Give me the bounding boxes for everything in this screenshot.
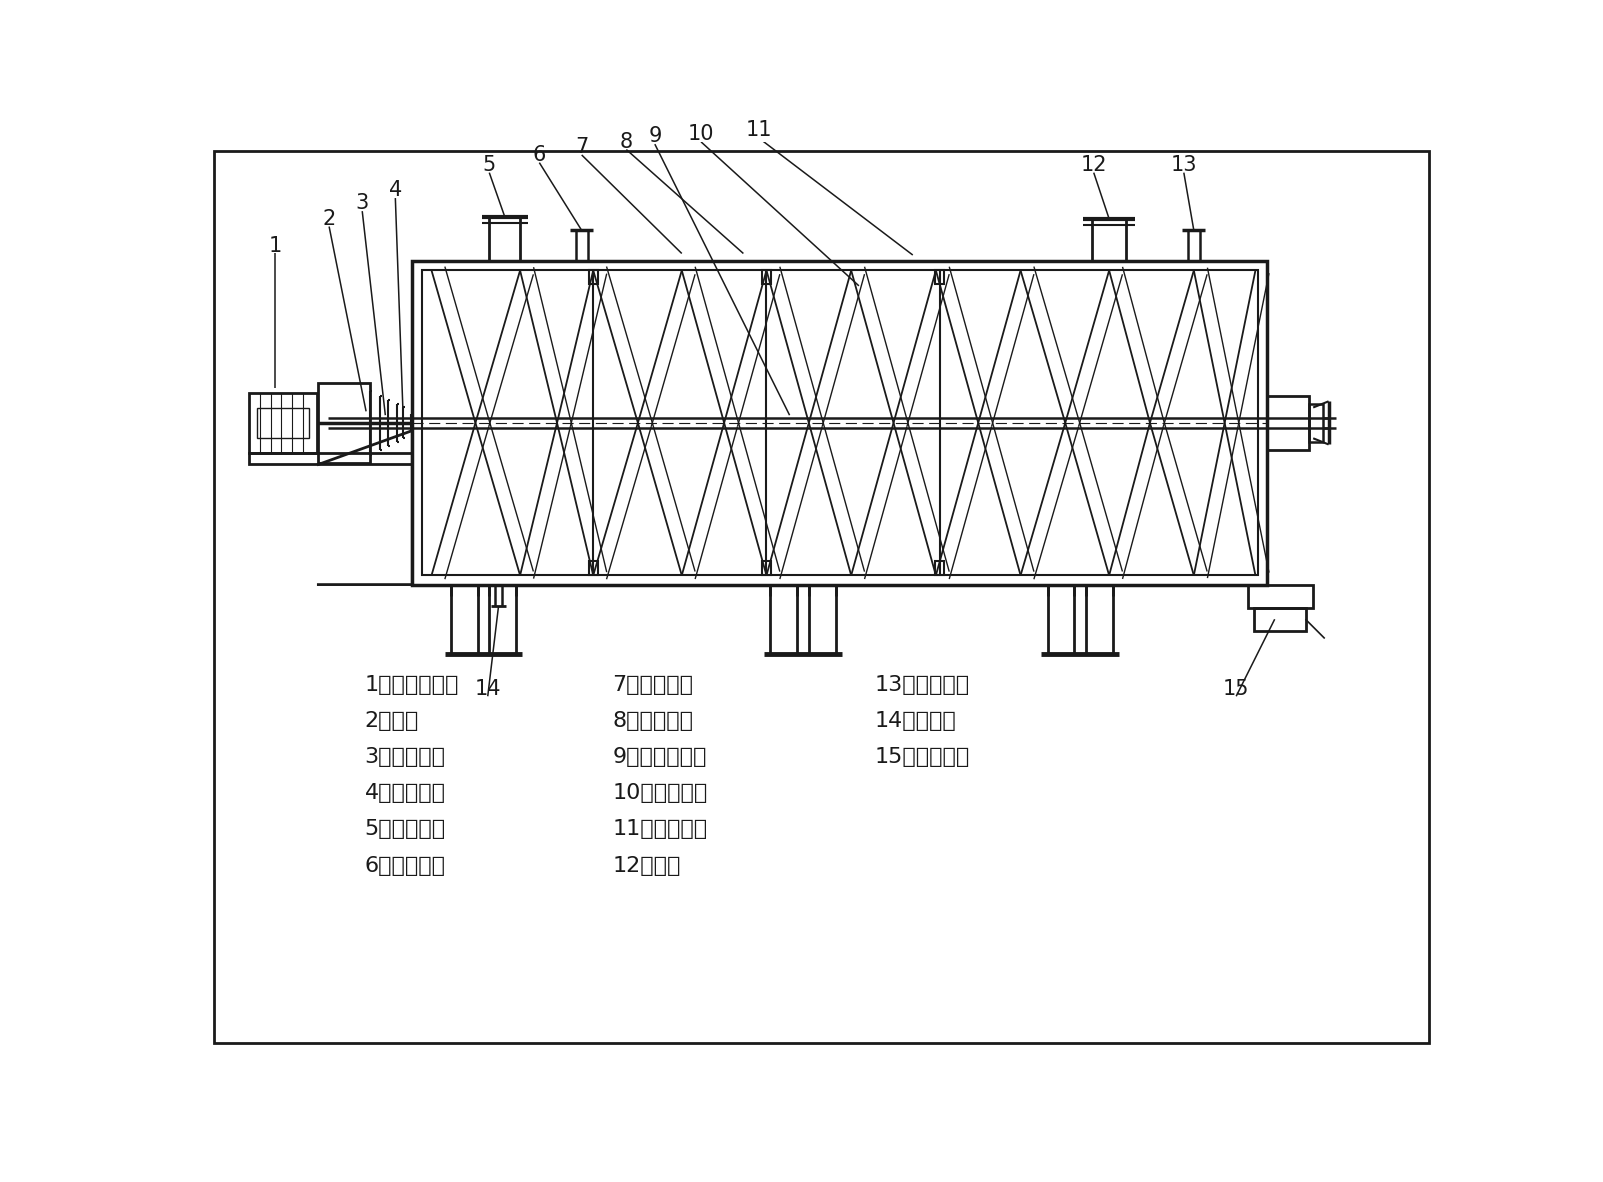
Text: 5: 5 bbox=[483, 155, 495, 175]
Text: 1、電機減速機: 1、電機減速機 bbox=[364, 675, 458, 695]
Bar bbox=[412, 261, 1266, 585]
Text: 11: 11 bbox=[745, 121, 773, 141]
Bar bbox=[1310, 403, 1322, 442]
Bar bbox=[761, 271, 771, 285]
Text: 9: 9 bbox=[648, 126, 662, 147]
Text: 8: 8 bbox=[620, 132, 633, 151]
Bar bbox=[588, 271, 598, 285]
Bar bbox=[771, 585, 797, 654]
Text: 14: 14 bbox=[474, 678, 502, 699]
Bar bbox=[1087, 585, 1112, 654]
Bar bbox=[761, 561, 771, 576]
Bar bbox=[450, 585, 478, 654]
Bar bbox=[248, 392, 317, 453]
Text: 3: 3 bbox=[356, 194, 369, 214]
Text: 13、冷媒出口: 13、冷媒出口 bbox=[874, 675, 970, 695]
Bar bbox=[256, 408, 309, 439]
Text: 7、夾套殼體: 7、夾套殼體 bbox=[612, 675, 694, 695]
Text: 4、機械密封: 4、機械密封 bbox=[364, 784, 446, 804]
Text: 8、內筒殼體: 8、內筒殼體 bbox=[612, 710, 694, 730]
Bar bbox=[319, 383, 370, 463]
Bar bbox=[1266, 396, 1310, 450]
Text: 5、物料入口: 5、物料入口 bbox=[364, 819, 446, 839]
Text: 2、軸承: 2、軸承 bbox=[364, 710, 418, 730]
Bar bbox=[935, 561, 944, 576]
Bar bbox=[248, 453, 412, 465]
Text: 1: 1 bbox=[269, 235, 282, 255]
Bar bbox=[1247, 585, 1313, 608]
Text: 12、人孔: 12、人孔 bbox=[612, 856, 681, 876]
Text: 12: 12 bbox=[1080, 155, 1108, 175]
Bar bbox=[1254, 608, 1306, 631]
Text: 14、排污口: 14、排污口 bbox=[874, 710, 955, 730]
Bar bbox=[1047, 585, 1074, 654]
Bar bbox=[810, 585, 835, 654]
Text: 2: 2 bbox=[322, 209, 335, 229]
Text: 15、物料出口: 15、物料出口 bbox=[874, 747, 970, 767]
Text: 11、螺旋攆帶: 11、螺旋攆帶 bbox=[612, 819, 707, 839]
Text: 15: 15 bbox=[1223, 678, 1249, 699]
Text: 9、空心攆拌軸: 9、空心攆拌軸 bbox=[612, 747, 707, 767]
Bar bbox=[489, 585, 516, 654]
Text: 6: 6 bbox=[532, 145, 547, 165]
Bar bbox=[422, 271, 1258, 576]
Text: 10: 10 bbox=[688, 124, 715, 144]
Bar bbox=[588, 561, 598, 576]
Text: 13: 13 bbox=[1170, 155, 1197, 175]
Text: 3、旋轉接頭: 3、旋轉接頭 bbox=[364, 747, 446, 767]
Text: 4: 4 bbox=[388, 181, 402, 201]
Text: 6、冷媒入口: 6、冷媒入口 bbox=[364, 856, 446, 876]
Bar bbox=[935, 271, 944, 285]
Text: 7: 7 bbox=[575, 137, 588, 157]
Text: 10、螺旋盤管: 10、螺旋盤管 bbox=[612, 784, 709, 804]
